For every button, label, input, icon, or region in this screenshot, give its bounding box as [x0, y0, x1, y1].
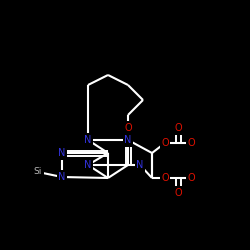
Text: O: O [174, 123, 182, 133]
Text: N: N [136, 160, 144, 170]
Text: O: O [174, 188, 182, 198]
Text: N: N [124, 135, 132, 145]
Text: N: N [58, 148, 66, 158]
Text: N: N [58, 172, 66, 182]
Text: N: N [84, 135, 92, 145]
Text: O: O [187, 138, 195, 148]
Text: O: O [161, 173, 169, 183]
Text: O: O [161, 138, 169, 148]
Text: O: O [124, 123, 132, 133]
Text: N: N [84, 160, 92, 170]
Text: Si: Si [34, 168, 42, 176]
Text: O: O [187, 173, 195, 183]
